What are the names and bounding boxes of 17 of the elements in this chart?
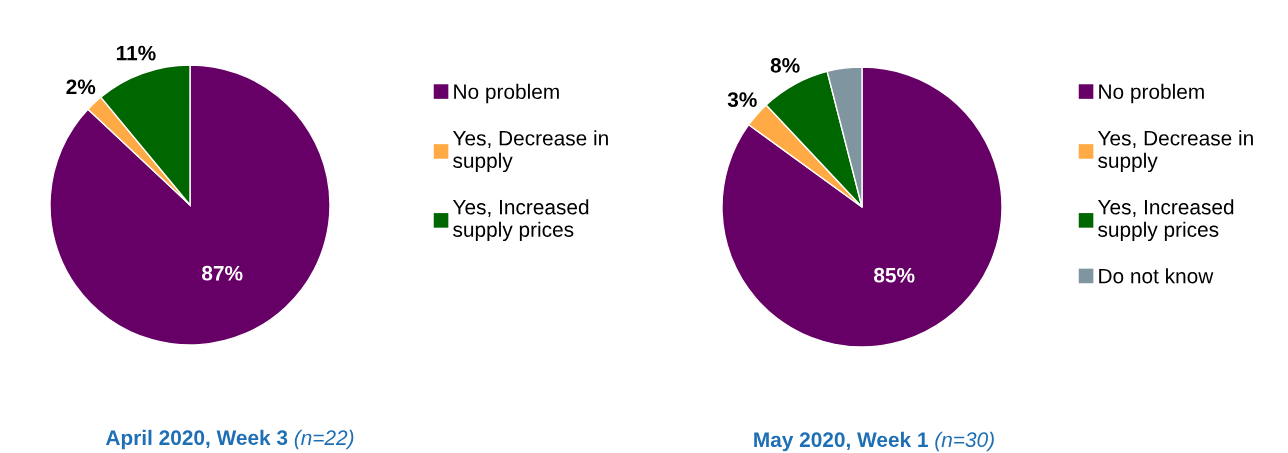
legend-label: Yes, Decrease in supply xyxy=(452,130,608,173)
text: (n=22) xyxy=(294,429,354,450)
data-label: 87% xyxy=(202,265,243,281)
data-label: 11% xyxy=(116,45,156,61)
text: April 2020, Week 3 xyxy=(105,429,288,450)
text: (n=30) xyxy=(935,431,994,452)
legend-label: Do not know xyxy=(1099,268,1214,284)
text: May 2020, Week 1 xyxy=(754,431,928,452)
data-label: 85% xyxy=(874,267,915,283)
data-label: 3% xyxy=(727,92,757,108)
legend-label: Yes, Increased supply prices xyxy=(452,199,589,242)
legend-label: No problem xyxy=(1099,83,1204,104)
legend-label: Yes, Increased supply prices xyxy=(1097,199,1234,242)
legend-label: No problem xyxy=(454,83,559,104)
legend-label: Yes, Decrease in supply xyxy=(1097,130,1253,173)
data-label: 2% xyxy=(66,79,96,95)
data-label: 8% xyxy=(770,57,800,73)
